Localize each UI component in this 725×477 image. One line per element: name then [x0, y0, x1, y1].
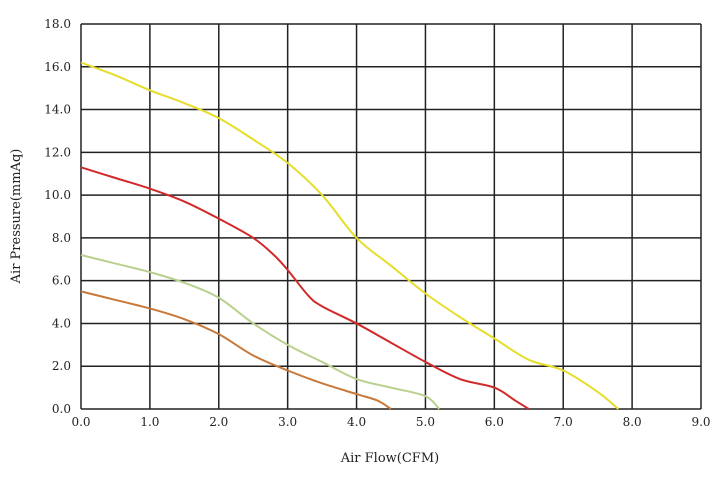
x-tick-label: 1.0 — [140, 415, 159, 429]
x-tick-label: 7.0 — [554, 415, 573, 429]
y-tick-label: 8.0 — [52, 231, 71, 245]
x-tick-label: 4.0 — [347, 415, 366, 429]
y-tick-label: 10.0 — [44, 188, 71, 202]
x-tick-label: 6.0 — [485, 415, 504, 429]
x-tick-label: 2.0 — [209, 415, 228, 429]
series-line-red — [80, 166, 530, 410]
tick-labels: 0.0 1.0 2.0 3.0 4.0 5.0 6.0 7.0 8.0 9.0 0.0 2.0 4.0 6… — [44, 17, 710, 429]
y-tick-label: 12.0 — [44, 145, 71, 159]
y-tick-label: 6.0 — [52, 274, 71, 288]
grid — [80, 23, 702, 410]
y-tick-label: 4.0 — [52, 316, 71, 330]
series-line-green — [80, 254, 440, 410]
series-line-orange — [80, 290, 392, 410]
y-axis-label: Air Pressure(mmAq) — [9, 149, 24, 285]
x-tick-label: 5.0 — [416, 415, 435, 429]
x-axis-label: Air Flow(CFM) — [340, 451, 439, 466]
y-tick-label: 16.0 — [44, 60, 71, 74]
y-tick-label: 18.0 — [44, 17, 71, 31]
x-tick-label: 8.0 — [623, 415, 642, 429]
series-lines — [80, 61, 619, 410]
x-tick-label: 9.0 — [691, 415, 710, 429]
y-tick-label: 2.0 — [52, 359, 71, 373]
x-tick-label: 0.0 — [71, 415, 90, 429]
y-tick-label: 0.0 — [52, 402, 71, 416]
y-tick-label: 14.0 — [44, 103, 71, 117]
series-line-yellow — [80, 61, 619, 410]
x-tick-label: 3.0 — [278, 415, 297, 429]
